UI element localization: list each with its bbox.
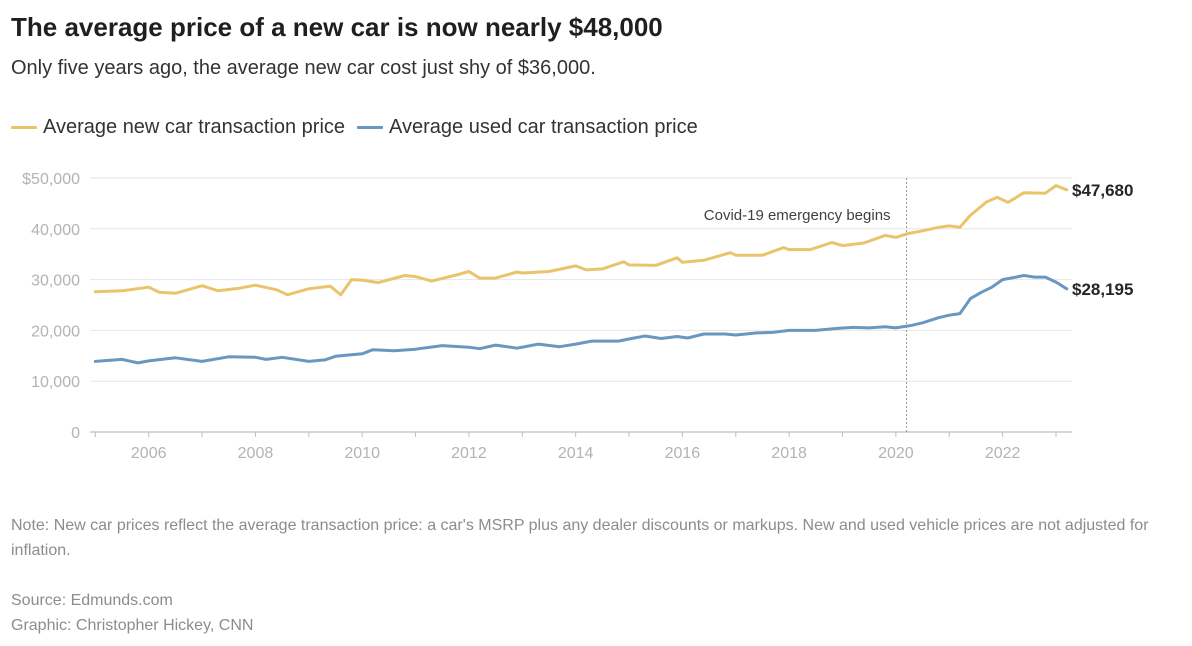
legend-item-used: Average used car transaction price xyxy=(357,116,698,139)
chart-subtitle: Only five years ago, the average new car… xyxy=(11,57,596,79)
x-tick-label: 2012 xyxy=(451,445,487,462)
legend-label-used: Average used car transaction price xyxy=(389,116,698,138)
chart-legend: Average new car transaction price Averag… xyxy=(11,116,710,139)
price-line-chart: 0 10,000 20,000 30,000 40,000 $50,000 2006 2008… xyxy=(22,171,1133,462)
source-block: Source: Edmunds.com Graphic: Christopher… xyxy=(11,588,253,638)
legend-swatch-new xyxy=(11,126,37,129)
x-tick-label: 2008 xyxy=(238,445,274,462)
source-text: Source: Edmunds.com xyxy=(11,592,173,609)
chart-note: Note: New car prices reflect the average… xyxy=(11,517,1149,559)
y-tick-label: $50,000 xyxy=(22,171,80,188)
x-tick-label: 2022 xyxy=(985,445,1021,462)
covid-annotation-label: Covid-19 emergency begins xyxy=(704,207,891,224)
credit-text: Graphic: Christopher Hickey, CNN xyxy=(11,617,254,634)
new-car-end-label: $47,680 xyxy=(1072,181,1133,200)
y-tick-label: 10,000 xyxy=(31,374,80,391)
y-tick-label: 20,000 xyxy=(31,323,80,340)
y-tick-label: 30,000 xyxy=(31,273,80,290)
legend-label-new: Average new car transaction price xyxy=(43,116,346,138)
y-tick-label: 40,000 xyxy=(31,222,80,239)
legend-swatch-used xyxy=(357,126,384,129)
x-tick-label: 2014 xyxy=(558,445,594,462)
x-tick-label: 2006 xyxy=(131,445,167,462)
new-car-price-line xyxy=(93,184,1069,297)
x-tick-label: 2010 xyxy=(344,445,380,462)
used-car-end-label: $28,195 xyxy=(1072,280,1133,299)
x-tick-label: 2016 xyxy=(665,445,701,462)
used-car-price-line xyxy=(93,274,1069,365)
y-tick-label: 0 xyxy=(71,425,80,442)
x-tick-label: 2020 xyxy=(878,445,914,462)
x-tick-label: 2018 xyxy=(771,445,807,462)
chart-title: The average price of a new car is now ne… xyxy=(11,12,663,42)
legend-item-new: Average new car transaction price xyxy=(11,116,345,139)
